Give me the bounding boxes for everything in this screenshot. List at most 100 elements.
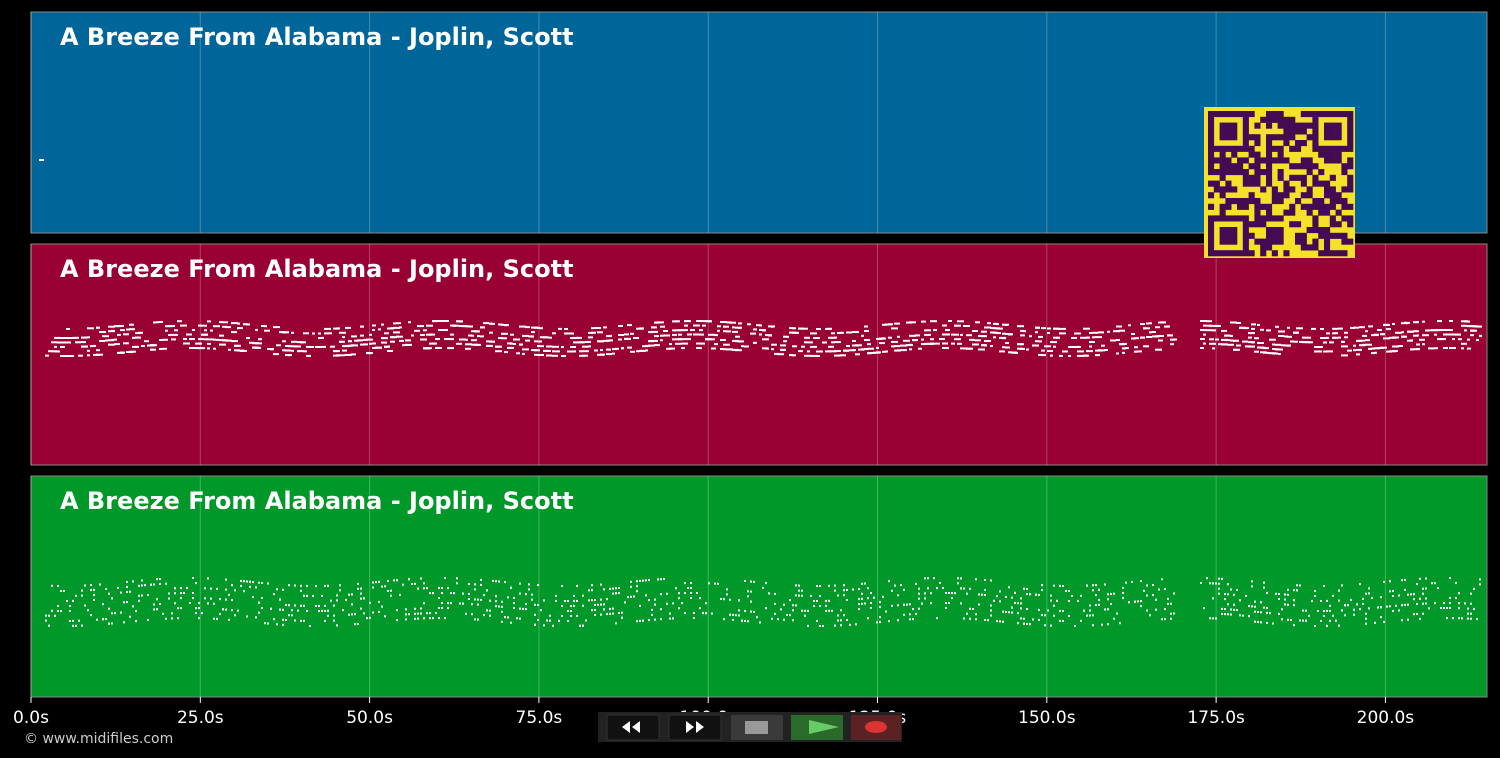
note [306, 354, 311, 357]
note [1092, 331, 1098, 334]
note [654, 335, 659, 338]
note [210, 587, 212, 590]
note [387, 350, 393, 352]
note [495, 345, 500, 348]
qr-cell [1277, 122, 1284, 129]
qr-cell [1347, 238, 1354, 245]
note [834, 350, 838, 353]
note [858, 598, 860, 601]
note [591, 609, 593, 612]
note [504, 581, 506, 584]
note [687, 587, 689, 589]
note [636, 350, 640, 353]
note [324, 332, 328, 335]
note [165, 617, 167, 620]
note [567, 332, 571, 335]
qr-cell [1254, 198, 1261, 205]
qr-cell [1312, 134, 1319, 141]
note [1389, 590, 1391, 593]
qr-cell [1242, 169, 1249, 176]
note [1314, 625, 1316, 627]
qr-cell [1329, 250, 1336, 257]
note [672, 329, 676, 332]
stop-button[interactable] [731, 715, 783, 740]
note [1233, 593, 1235, 596]
note [306, 594, 308, 597]
qr-cell [1225, 180, 1232, 187]
qr-cell [1289, 163, 1296, 170]
note [1038, 335, 1043, 338]
note [510, 621, 512, 624]
note [1140, 605, 1142, 608]
note [1287, 588, 1289, 591]
note [348, 613, 350, 616]
note [1278, 598, 1280, 600]
note [108, 325, 115, 328]
note [1257, 611, 1259, 613]
note [603, 326, 607, 329]
note [1038, 340, 1042, 343]
note [1458, 607, 1460, 610]
note [636, 585, 638, 588]
note [765, 607, 767, 610]
qr-cell [1208, 140, 1215, 147]
note [1254, 337, 1259, 340]
note [261, 582, 263, 584]
note [414, 329, 420, 332]
note [1083, 609, 1085, 612]
note [879, 606, 881, 609]
qr-cell [1300, 174, 1307, 181]
note [1314, 350, 1318, 353]
note [537, 619, 539, 621]
note [972, 339, 975, 341]
note [822, 625, 824, 627]
note [1041, 327, 1046, 330]
note [609, 339, 613, 342]
note [1230, 613, 1232, 616]
note [996, 332, 1001, 335]
note [1434, 333, 1437, 336]
note [1446, 333, 1451, 336]
note [867, 347, 874, 350]
note [960, 577, 962, 580]
note [1011, 611, 1013, 614]
note [912, 618, 914, 621]
note [1005, 596, 1007, 598]
note [738, 340, 744, 343]
note [801, 327, 808, 330]
note [876, 346, 879, 349]
note [1062, 620, 1064, 622]
note [786, 613, 788, 616]
play-button[interactable] [791, 715, 843, 740]
note [336, 624, 338, 627]
note [984, 589, 986, 591]
qr-cell [1329, 174, 1336, 181]
note [297, 341, 302, 344]
note [381, 585, 383, 588]
rewind-button[interactable] [606, 714, 660, 741]
note [1266, 329, 1271, 332]
note [1128, 324, 1131, 327]
note [945, 602, 947, 604]
note [399, 339, 404, 342]
qr-cell [1289, 145, 1296, 152]
note [561, 355, 566, 357]
note [987, 322, 991, 325]
qr-cell [1289, 221, 1296, 228]
record-button[interactable] [851, 715, 901, 740]
note [1089, 332, 1092, 334]
note [618, 612, 620, 614]
note [1125, 581, 1127, 584]
note [468, 598, 470, 600]
note [1374, 621, 1376, 624]
note [330, 345, 335, 348]
qr-cell [1341, 163, 1348, 170]
note [192, 592, 194, 594]
note [1095, 336, 1102, 339]
note [1209, 324, 1213, 327]
note [1083, 327, 1090, 330]
forward-button[interactable] [668, 714, 722, 741]
note [471, 339, 477, 342]
note [189, 338, 195, 340]
note [969, 617, 971, 620]
